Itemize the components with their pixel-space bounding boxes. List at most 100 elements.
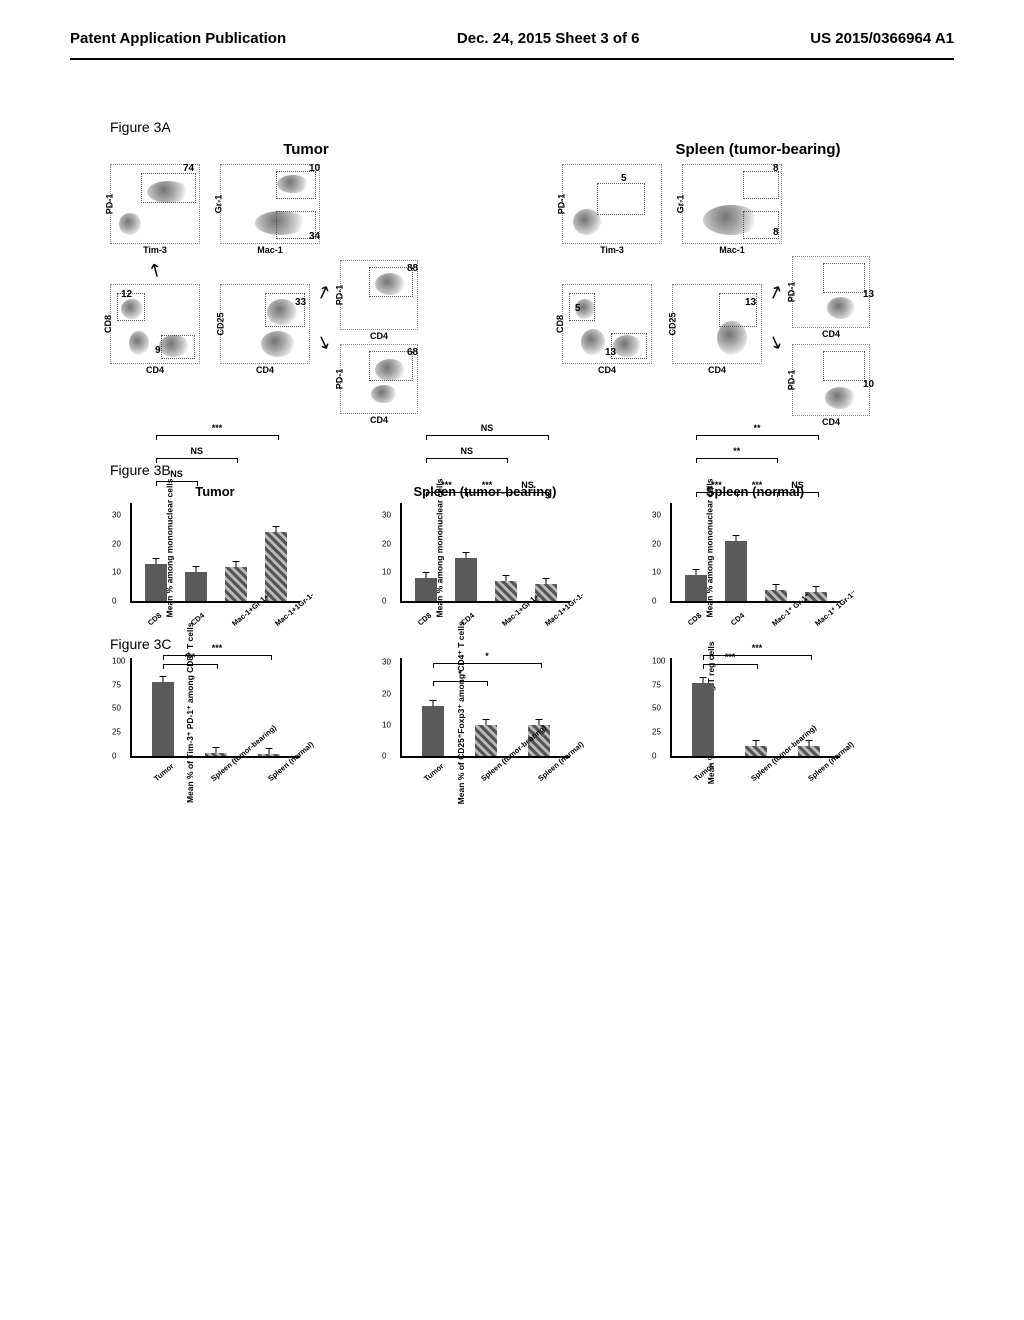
gate-percent: 10 [863,379,874,390]
axis-label: CD4 [256,365,274,375]
figure-3a-label: Figure 3A [110,119,954,135]
y-tick: 0 [112,752,116,761]
significance-label: *** [441,480,452,490]
error-bar [809,740,810,746]
header-right: US 2015/0366964 A1 [810,30,954,47]
error-bar [696,569,697,575]
error-bar [236,561,237,567]
significance-bracket [703,655,811,656]
significance-label: * [485,651,489,661]
x-tick-label: Spleen (normal) [536,762,559,783]
x-labels: CD8CD4Mac-1+Gr-1+Mac-1+1Gr-1- [130,607,300,616]
axis-label: CD4 [822,417,840,427]
header-center: Dec. 24, 2015 Sheet 3 of 6 [457,30,640,47]
significance-bracket [737,492,778,493]
axis-label: PD-1 [104,194,114,215]
x-tick-label: CD8 [685,607,708,628]
y-tick: 100 [112,656,125,665]
arrow-icon: ↗ [313,280,334,305]
axis-label: Mac-1 [719,245,745,255]
significance-bracket [433,663,541,664]
x-labels: CD8CD4Mac-1⁺ Gr-1⁺Mac-1⁺ 1Gr-1⁻ [670,607,840,616]
data-cloud [371,385,397,403]
arrow-icon: ↗ [765,280,786,305]
flow-plot: PD-1CD468 [340,344,418,414]
x-tick-label: Mac-1+Gr-1+ [230,607,253,628]
gate-percent: 74 [183,163,194,174]
flow-panel-column: TumorPD-1Tim-374Gr-1Mac-11034CD8CD4129CD… [110,141,502,444]
error-bar [276,526,277,532]
axis-label: PD-1 [556,194,566,215]
bar [422,706,444,756]
header-rule [70,58,954,60]
gate-box [276,171,316,199]
gate-box [823,263,865,293]
chart-area: 0102030******NS**** [670,503,840,603]
significance-label: * [458,669,462,679]
gate-percent: 8 [773,163,779,174]
significance-label: NS [521,480,534,490]
gate-box [161,335,195,359]
x-labels: TumorSpleen (tumor-bearing)Spleen (norma… [400,762,570,771]
gate-percent: 13 [863,289,874,300]
flow-plot: CD8CD4129 [110,284,200,364]
data-cloud [129,331,149,355]
bar [475,725,497,756]
error-bar [702,677,703,683]
bar-chart: Spleen (tumor-bearing)Mean % among monon… [400,484,570,616]
bar [798,746,820,756]
gate-box [743,171,779,199]
y-tick: 100 [652,656,665,665]
flow-plot: PD-1CD413 [792,256,870,328]
bar-chart: TumorMean % among mononuclear cells01020… [130,484,300,616]
bars-group [672,503,840,601]
x-labels: CD8CD4Mac-1+Gr-1+Mac-1+1Gr-1- [400,607,570,616]
gate-percent: 8 [773,227,779,238]
flow-grid: PD-1Tim-374Gr-1Mac-11034CD8CD4129CD25CD4… [110,164,502,444]
error-bar [426,572,427,578]
figure-3b: TumorMean % among mononuclear cells01020… [130,484,954,616]
flow-plot: Gr-1Mac-188 [682,164,782,244]
bar [685,575,707,601]
flow-grid: PD-1Tim-35Gr-1Mac-188CD8CD4513CD25CD413P… [562,164,954,444]
y-tick: 30 [652,511,661,520]
y-tick: 75 [652,680,661,689]
bar [692,683,714,756]
bar [185,572,207,601]
gate-percent: 5 [621,173,627,184]
significance-label: *** [212,643,223,653]
bar-chart: Spleen (normal)Mean % among mononuclear … [670,484,840,616]
y-tick: 10 [112,568,121,577]
bar [765,590,787,601]
axis-label: PD-1 [334,285,344,306]
axis-label: PD-1 [786,370,796,391]
bar-chart: Mean % of CD25⁺Foxp3⁺ among CD4⁺ T cells… [400,658,570,771]
error-bar [432,700,433,706]
flow-plot: CD25CD413 [672,284,762,364]
axis-label: CD4 [146,365,164,375]
bar [725,541,747,601]
page-header: Patent Application Publication Dec. 24, … [0,0,1024,55]
x-tick-label: Tumor [422,762,445,783]
error-bar [162,676,163,682]
arrow-icon: ↗ [143,259,169,283]
chart-area: 0102030** [400,658,570,758]
y-tick: 0 [652,752,656,761]
gate-percent: 13 [605,347,616,358]
y-tick: 50 [652,704,661,713]
bar [225,567,247,601]
significance-bracket [163,664,217,665]
significance-label: ** [733,446,740,456]
flow-panel-column: Spleen (tumor-bearing)PD-1Tim-35Gr-1Mac-… [562,141,954,444]
data-cloud [119,213,141,235]
axis-label: Gr-1 [675,195,685,214]
flow-plot: Gr-1Mac-11034 [220,164,320,244]
significance-label: *** [482,480,493,490]
bar [205,753,227,756]
gate-box [823,351,865,381]
bar [415,578,437,601]
bar [455,558,477,601]
axis-label: Gr-1 [213,195,223,214]
error-bar [269,748,270,754]
significance-label: NS [481,423,494,433]
